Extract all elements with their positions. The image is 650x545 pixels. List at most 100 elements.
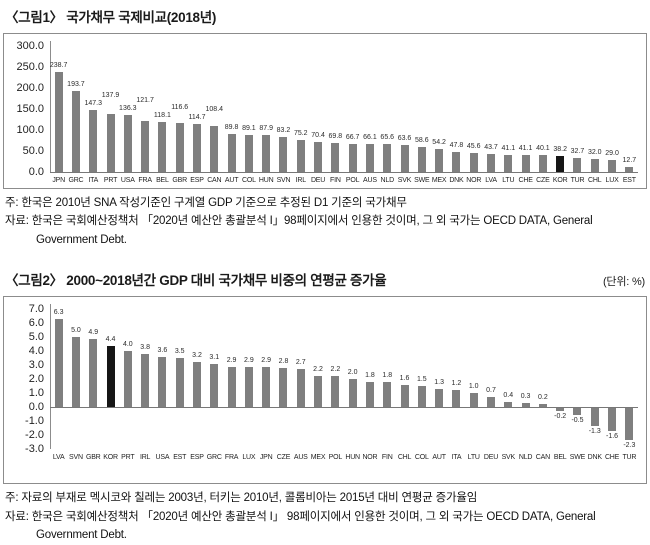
y-axis-tick-label: 5.0	[28, 331, 44, 344]
bar-SVN	[71, 337, 80, 408]
bar-value-label: 4.9	[88, 328, 99, 336]
bar-BEL	[556, 408, 565, 411]
y-axis-tick-label: 200.0	[16, 82, 44, 94]
figure1-notes: 주: 한국은 2010년 SNA 작성기준인 구계열 GDP 기준으로 추정된 …	[5, 194, 647, 249]
bar-SWE	[573, 408, 582, 416]
bar-COL	[417, 386, 426, 408]
bar-value-label: 43.7	[484, 143, 498, 151]
bar-value-label: 5.0	[71, 327, 81, 335]
bar-value-label: 65.6	[380, 134, 395, 142]
bar-CZE	[279, 367, 288, 408]
bar-value-label: 4.0	[122, 341, 133, 349]
bar-value-label: 32.0	[587, 148, 602, 156]
y-axis-tick-label: 300.0	[16, 40, 44, 52]
bar-value-label: 47.8	[449, 141, 464, 149]
bar-value-label: 2.2	[313, 366, 323, 374]
bar-value-label: 89.8	[224, 124, 239, 132]
bar-DNK	[452, 151, 461, 172]
bar-value-label: 137.9	[101, 92, 120, 100]
y-axis-tick-label: 1.0	[28, 387, 44, 400]
x-axis-tick-label: DEU	[310, 177, 326, 184]
bar-AUT	[227, 134, 236, 172]
bar-value-label: 29.0	[605, 149, 619, 157]
figure2-unit-label: (단위: %)	[602, 276, 645, 289]
bar-value-label: 1.5	[416, 376, 427, 384]
zero-axis-line	[50, 407, 638, 409]
bar-value-label: 2.2	[330, 366, 341, 374]
bar-value-label: 118.1	[153, 112, 171, 120]
bar-value-label: 1.8	[382, 371, 393, 379]
bar-CHE	[608, 408, 617, 431]
bar-NOR	[469, 152, 478, 172]
figure1-source: 자료: 한국은 국회예산정책처 「2020년 예산안 총괄분석 I」98페이지에…	[5, 215, 593, 246]
bar-highlight-KOR	[556, 155, 565, 172]
x-axis-tick-label: DEU	[483, 454, 499, 462]
y-axis-tick-label: 100.0	[16, 124, 44, 136]
x-axis-tick-label: COL	[414, 454, 429, 462]
x-axis-tick-label: NOR	[362, 454, 378, 462]
bar-COL	[244, 134, 253, 172]
bar-USA	[123, 114, 132, 172]
x-axis-tick-label: DNK	[449, 177, 464, 184]
bar-PRT	[106, 114, 115, 172]
x-axis-tick-label: PRT	[121, 454, 135, 462]
x-axis-tick-label: GBR	[85, 454, 101, 462]
bar-value-label: 0.2	[538, 394, 548, 402]
bar-DEU	[487, 397, 495, 408]
y-axis-tick-label: -3.0	[25, 443, 44, 456]
bar-value-label: 3.5	[174, 348, 185, 356]
x-axis-tick-label: SVN	[276, 177, 291, 184]
y-axis-tick-label: 250.0	[16, 61, 44, 73]
bar-NOR	[365, 381, 374, 408]
bar-IRL	[141, 353, 150, 408]
bar-AUS	[365, 144, 374, 172]
x-axis-tick-label: NOR	[466, 177, 482, 184]
figure2-bar-chart: 7.0 6.0 5.0 4.0 3.0 2.0 1.0 0.0 -1.0 -2.0 -3.0 6.3 L…	[3, 296, 647, 485]
x-axis-tick-label: ITA	[88, 177, 99, 184]
y-axis-line	[50, 304, 51, 450]
x-axis-tick-label: LUX	[605, 177, 619, 184]
x-axis-tick-label: DNK	[587, 454, 602, 462]
y-axis-tick-label: -1.0	[25, 415, 44, 428]
y-axis-tick-label: -2.0	[25, 429, 44, 442]
figure2-note: 주: 자료의 부재로 멕시코와 칠레는 2003년, 터키는 2010년, 콜롬…	[5, 492, 478, 505]
bar-value-label: 238.7	[49, 61, 68, 69]
bar-IRL	[296, 140, 305, 172]
bar-CHL	[590, 158, 599, 172]
x-axis-tick-label: GRC	[206, 454, 222, 462]
bar-value-label: 193.7	[67, 80, 85, 88]
x-axis-tick-label: NLD	[518, 454, 533, 462]
bar-SVK	[504, 401, 513, 408]
bar-MEX	[435, 149, 444, 172]
bar-ESP	[193, 123, 201, 172]
x-axis-tick-label: CHL	[588, 177, 602, 184]
x-axis-tick-label: IRL	[295, 177, 307, 184]
x-axis-tick-label: MEX	[431, 177, 447, 184]
x-axis-tick-label: MEX	[310, 454, 326, 462]
x-axis-tick-label: IRL	[139, 454, 151, 462]
x-axis-tick-label: FRA	[224, 454, 239, 462]
y-axis-tick-label: 7.0	[28, 303, 44, 316]
bar-JPN	[262, 366, 271, 408]
bar-LUX	[244, 366, 253, 408]
bar-highlight-KOR	[106, 345, 115, 408]
bar-value-label: 1.3	[434, 378, 444, 386]
x-axis-tick-label: TUR	[570, 177, 585, 184]
x-axis-tick-label: NLD	[380, 177, 395, 184]
x-axis-tick-label: ESP	[190, 177, 204, 184]
bar-value-label: 40.1	[536, 145, 550, 153]
x-axis-tick-label: CAN	[207, 177, 222, 184]
bar-SVK	[400, 145, 409, 172]
x-axis-tick-label: HUN	[258, 177, 274, 184]
y-axis-line	[50, 41, 51, 172]
x-axis-tick-label: LTU	[502, 177, 515, 184]
x-axis-tick-label: POL	[345, 177, 360, 184]
x-axis-tick-label: LUX	[242, 454, 256, 462]
x-axis-tick-label: GRC	[68, 177, 84, 184]
x-axis-tick-label: SWE	[414, 177, 430, 184]
bar-CAN	[210, 126, 219, 172]
x-axis-tick-label: AUT	[224, 177, 239, 184]
bar-value-label: 121.7	[136, 96, 154, 104]
x-axis-tick-label: CHE	[604, 454, 620, 462]
